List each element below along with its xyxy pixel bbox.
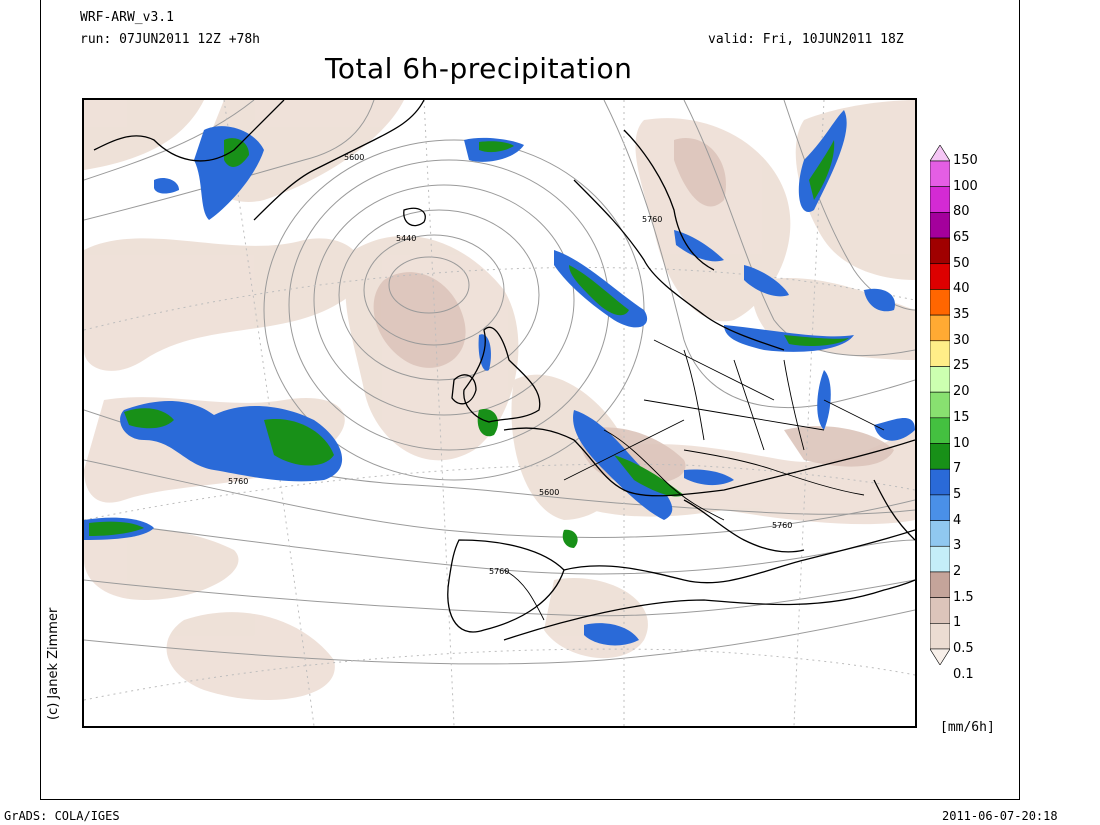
contour-label: 5600 xyxy=(539,488,559,497)
precipitation-map: 5600 5440 5760 5760 5600 5760 5760 xyxy=(82,98,917,728)
contour-label: 5760 xyxy=(772,521,792,530)
legend-level-label: 65 xyxy=(953,230,970,246)
legend-swatch xyxy=(930,212,950,239)
legend-swatch xyxy=(930,597,950,624)
legend-swatch xyxy=(930,648,950,665)
legend-swatch xyxy=(930,571,950,598)
legend-level-label: 150 xyxy=(953,153,978,168)
legend-level-label: 35 xyxy=(953,307,970,323)
legend-level-label: 100 xyxy=(953,178,978,194)
author-credit: (c) Janek Zimmer xyxy=(46,607,61,720)
map-svg: 5600 5440 5760 5760 5600 5760 5760 xyxy=(84,100,915,726)
legend-level-label: 0.1 xyxy=(953,666,974,682)
legend-swatch xyxy=(930,468,950,496)
legend-swatch xyxy=(930,623,950,650)
legend-level-label: 1.5 xyxy=(953,589,974,605)
legend-swatch xyxy=(930,494,950,521)
legend-swatch xyxy=(930,417,950,444)
map-title: Total 6h-precipitation xyxy=(325,52,633,85)
legend-level-label: 10 xyxy=(953,435,970,451)
legend-swatch xyxy=(930,289,950,316)
legend-level-label: 15 xyxy=(953,409,970,425)
model-label: WRF-ARW_v3.1 xyxy=(80,10,174,25)
legend-swatch xyxy=(930,545,950,573)
legend-level-label: 40 xyxy=(953,281,970,297)
legend-swatch xyxy=(930,237,950,265)
legend-level-label: 2 xyxy=(953,563,962,579)
legend-swatch xyxy=(930,263,950,290)
legend-swatch xyxy=(930,145,950,162)
coastlines xyxy=(93,100,915,641)
color-scale-bar xyxy=(930,145,950,665)
contour-label: 5760 xyxy=(642,215,662,224)
legend-level-label: 20 xyxy=(953,384,970,400)
legend-swatch xyxy=(930,520,950,547)
run-label: run: 07JUN2011 12Z +78h xyxy=(80,32,261,47)
legend-swatch xyxy=(930,160,950,187)
legend-level-label: 30 xyxy=(953,332,970,348)
legend-swatch xyxy=(930,186,950,213)
country-borders xyxy=(503,339,885,621)
legend-swatch xyxy=(930,314,950,342)
legend-level-label: 4 xyxy=(953,512,962,528)
contour-label: 5760 xyxy=(489,567,509,576)
footer-grads: GrADS: COLA/IGES xyxy=(4,809,120,823)
heavy-precip-layer xyxy=(84,110,915,646)
contour-label: 5760 xyxy=(228,477,248,486)
legend-level-label: 80 xyxy=(953,204,970,220)
legend-level-label: 0.5 xyxy=(953,641,974,656)
figure-frame xyxy=(40,0,1020,800)
footer-timestamp: 2011-06-07-20:18 xyxy=(942,809,1058,823)
legend-swatch xyxy=(930,340,950,367)
legend-swatch xyxy=(930,391,950,419)
contour-labels: 5600 5440 5760 5760 5600 5760 5760 xyxy=(228,153,792,576)
contour-label: 5440 xyxy=(396,234,416,243)
contour-label: 5600 xyxy=(344,153,364,162)
legend-level-label: 5 xyxy=(953,486,962,502)
legend-level-label: 3 xyxy=(953,538,962,554)
legend-level-label: 25 xyxy=(953,358,970,374)
units-label: [mm/6h] xyxy=(940,720,995,735)
legend-swatch xyxy=(930,366,950,393)
legend-level-label: 1 xyxy=(953,615,962,631)
legend-level-label: 50 xyxy=(953,255,970,271)
legend-swatch xyxy=(930,443,950,470)
legend-level-label: 7 xyxy=(953,461,962,477)
valid-label: valid: Fri, 10JUN2011 18Z xyxy=(708,32,904,47)
